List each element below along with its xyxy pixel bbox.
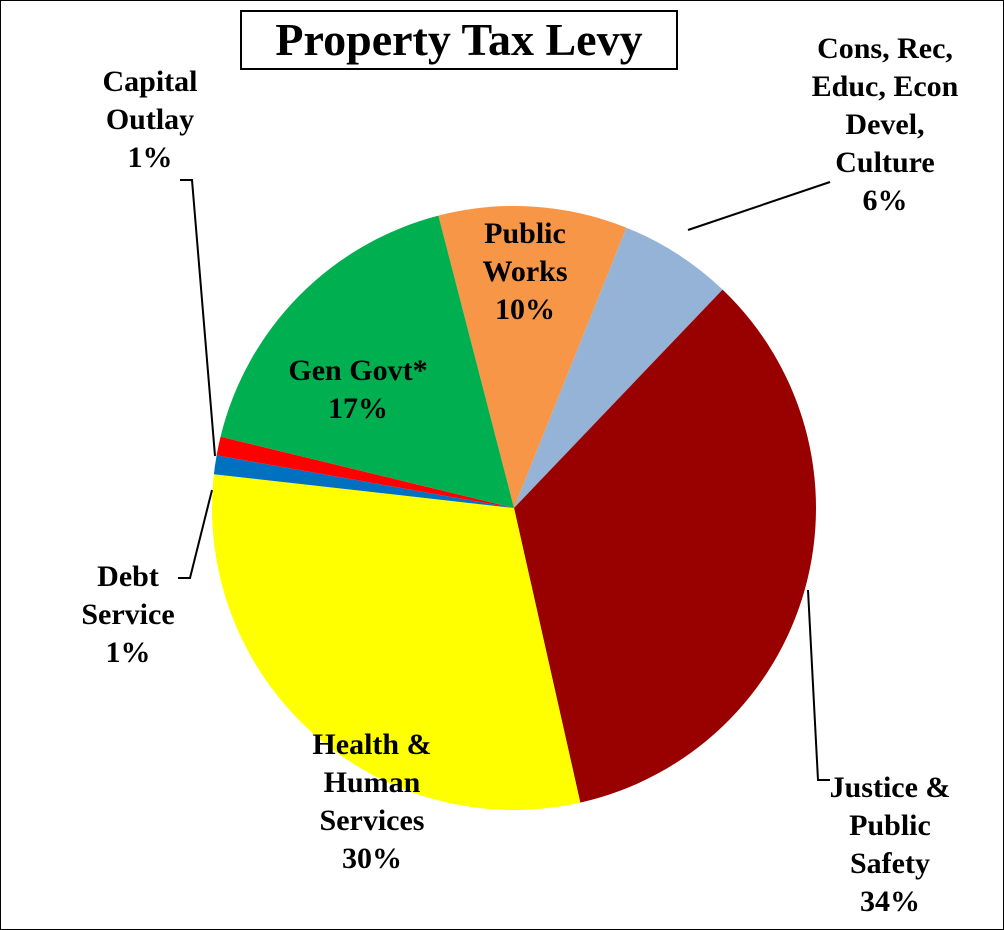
- slice-name: Capital Outlay: [102, 65, 198, 136]
- slice-name: Justice & Public Safety: [829, 771, 951, 880]
- leader-lines: [178, 179, 831, 781]
- leader-line: [687, 181, 831, 231]
- slice-name: Cons, Rec, Educ, Econ Devel, Culture: [811, 32, 959, 179]
- pie-slice: [213, 455, 514, 508]
- slice-value: 34%: [860, 885, 920, 918]
- slice-label: Debt Service 1%: [68, 558, 188, 672]
- leader-line: [807, 589, 830, 781]
- leader-line: [178, 489, 213, 579]
- slice-label: Gen Govt* 17%: [253, 352, 463, 428]
- slice-value: 1%: [105, 636, 151, 669]
- slice-name: Debt Service: [81, 560, 175, 631]
- pie-slice: [514, 227, 723, 508]
- pie-slice: [514, 289, 816, 803]
- slice-name: Health & Human Services: [312, 728, 432, 837]
- pie-slice: [438, 205, 627, 508]
- slice-label: Cons, Rec, Educ, Econ Devel, Culture 6%: [796, 30, 974, 220]
- slice-value: 17%: [328, 392, 388, 425]
- pie-slice: [216, 436, 514, 508]
- pie-slice: [211, 474, 581, 811]
- slice-name: Public Works: [482, 217, 568, 288]
- chart-title: Property Tax Levy: [240, 10, 678, 70]
- slice-label: Justice & Public Safety 34%: [815, 769, 965, 921]
- slice-value: 1%: [127, 141, 173, 174]
- pie-slice: [220, 215, 514, 508]
- slice-label: Public Works 10%: [470, 215, 580, 329]
- slice-name: Gen Govt*: [288, 354, 428, 387]
- slice-label: Health & Human Services 30%: [297, 726, 447, 878]
- leader-line: [180, 179, 216, 457]
- slice-label: Capital Outlay 1%: [90, 63, 210, 177]
- pie: [211, 205, 816, 811]
- slice-value: 10%: [495, 293, 555, 326]
- slice-value: 6%: [862, 184, 908, 217]
- slice-value: 30%: [342, 842, 402, 875]
